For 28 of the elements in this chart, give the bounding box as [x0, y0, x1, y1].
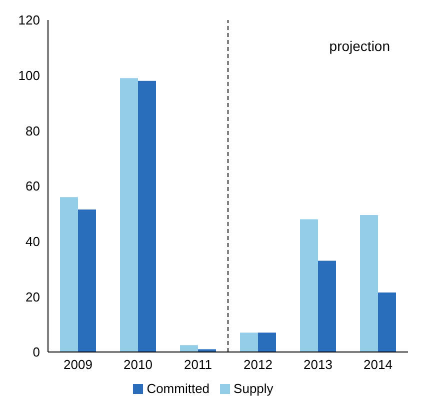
y-tick-label: 40: [26, 234, 40, 249]
x-tick-label: 2010: [124, 357, 152, 372]
legend-label: Supply: [234, 381, 274, 396]
bar: [198, 349, 216, 352]
y-tick-label: 20: [26, 289, 40, 304]
bar: [138, 80, 156, 352]
bar: [258, 332, 276, 352]
y-tick-label: 80: [26, 123, 40, 138]
bar: [78, 210, 96, 352]
bar: [60, 197, 78, 352]
bar: [318, 260, 336, 352]
bar: [120, 78, 138, 352]
annotation: projection: [329, 38, 390, 54]
bar: [180, 345, 198, 352]
x-tick-label: 2011: [184, 357, 212, 372]
bar: [300, 219, 318, 352]
y-tick-label: 60: [26, 178, 40, 194]
bar: [378, 292, 396, 352]
bar: [240, 332, 258, 352]
y-tick-label: 0: [32, 344, 40, 360]
y-tick-label: 100: [18, 68, 40, 83]
legend-label: Committed: [146, 381, 210, 396]
bar: [360, 215, 378, 352]
y-tick-label: 120: [18, 12, 40, 28]
x-tick-label: 2012: [244, 357, 272, 372]
x-tick-label: 2013: [304, 357, 332, 372]
x-tick-label: 2009: [64, 357, 92, 372]
x-tick-label: 2014: [364, 357, 392, 372]
